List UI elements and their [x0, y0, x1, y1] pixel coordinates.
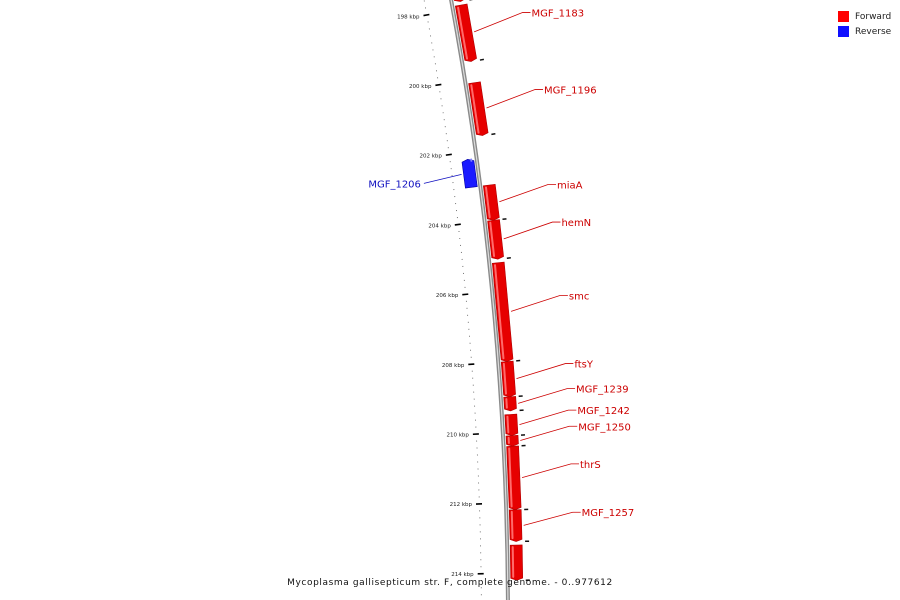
gene-label-mgf_1250: MGF_1250	[578, 422, 631, 433]
gene-label-mgf_1206: MGF_1206	[368, 179, 421, 190]
tick-label: 200 kbp	[409, 84, 432, 90]
gene-highlight-mgf_1257	[510, 510, 514, 540]
legend: Forward Reverse	[838, 9, 891, 39]
gene-highlight-ftsy	[502, 362, 507, 395]
label-leader-mgf_1206	[423, 173, 462, 184]
gene-label-mgf_1183: MGF_1183	[531, 9, 584, 20]
tick-label: 208 kbp	[442, 363, 465, 369]
major-tick	[445, 153, 452, 156]
major-tick	[454, 223, 461, 226]
tick-label: 204 kbp	[428, 223, 451, 229]
gene-label-hemn: hemN	[561, 218, 591, 229]
label-leader-miaa	[499, 184, 557, 203]
label-leader-thrs	[521, 463, 580, 479]
gene-highlight-mgf_1242	[506, 415, 510, 434]
forward-swatch	[838, 11, 849, 22]
tick-label: 212 kbp	[450, 502, 473, 508]
tick-label: 202 kbp	[419, 154, 442, 160]
genome-backbone	[449, 0, 510, 600]
gene-label-miaa: miaA	[557, 180, 583, 191]
tick-label: 214 kbp	[451, 572, 474, 578]
label-leader-mgf_1239	[518, 388, 576, 404]
label-leader-smc	[510, 295, 568, 312]
major-tick	[462, 293, 469, 296]
gene-block-mgf_1206	[461, 158, 478, 189]
gene-highlight-unlabeled-13	[511, 546, 515, 578]
gene-features	[453, 0, 530, 581]
gene-highlight-smc	[494, 264, 505, 360]
gene-highlight-mgf_1196	[470, 84, 480, 134]
gene-label-mgf_1242: MGF_1242	[577, 406, 630, 417]
legend-reverse-label: Reverse	[855, 26, 892, 37]
tick-label: 210 kbp	[446, 432, 469, 438]
gene-block-unlabeled-0	[453, 0, 464, 2]
reverse-swatch	[838, 26, 849, 37]
legend-forward-label: Forward	[855, 11, 892, 22]
gene-label-mgf_1257: MGF_1257	[582, 508, 635, 519]
label-leader-mgf_1196	[486, 89, 544, 109]
label-leader-mgf_1183	[473, 12, 531, 33]
gene-end-mark-mgf_1183	[479, 58, 485, 61]
gene-highlight-mgf_1239	[505, 398, 508, 409]
ruler-ticks: 198 kbp 200 kbp 202 kbp 204 kbp 206 kbp 208 k…	[397, 0, 484, 596]
label-leader-hemn	[503, 221, 561, 240]
gene-label-mgf_1239: MGF_1239	[576, 385, 629, 396]
backbone-inner-line	[450, 0, 509, 600]
gene-highlight-hemn	[489, 221, 496, 258]
gene-highlight-miaa	[484, 186, 491, 219]
label-leader-mgf_1250	[520, 425, 578, 441]
gene-highlight-mgf_1183	[457, 6, 469, 60]
label-leader-mgf_1257	[523, 511, 581, 526]
gene-label-ftsy: ftsY	[574, 360, 593, 371]
genome-caption: Mycoplasma gallisepticum str. F, complet…	[287, 578, 613, 588]
gene-label-thrs: thrS	[580, 460, 601, 471]
major-tick	[435, 83, 442, 87]
gene-label-smc: smc	[569, 292, 589, 303]
legend-reverse: Reverse	[838, 24, 891, 39]
label-leader-mgf_1242	[519, 409, 577, 425]
gene-end-mark-mgf_1196	[491, 133, 496, 136]
label-leader-ftsy	[516, 363, 574, 379]
major-tick	[423, 13, 430, 17]
tick-label: 198 kbp	[397, 14, 420, 20]
legend-forward: Forward	[838, 9, 891, 24]
gene-label-mgf_1196: MGF_1196	[544, 86, 597, 97]
gene-labels: MGF_1183 MGF_1196 MGF_1206 miaA hemN smc ftsY M…	[368, 9, 634, 526]
tick-label: 206 kbp	[436, 293, 459, 299]
gene-highlight-thrs	[508, 447, 513, 508]
